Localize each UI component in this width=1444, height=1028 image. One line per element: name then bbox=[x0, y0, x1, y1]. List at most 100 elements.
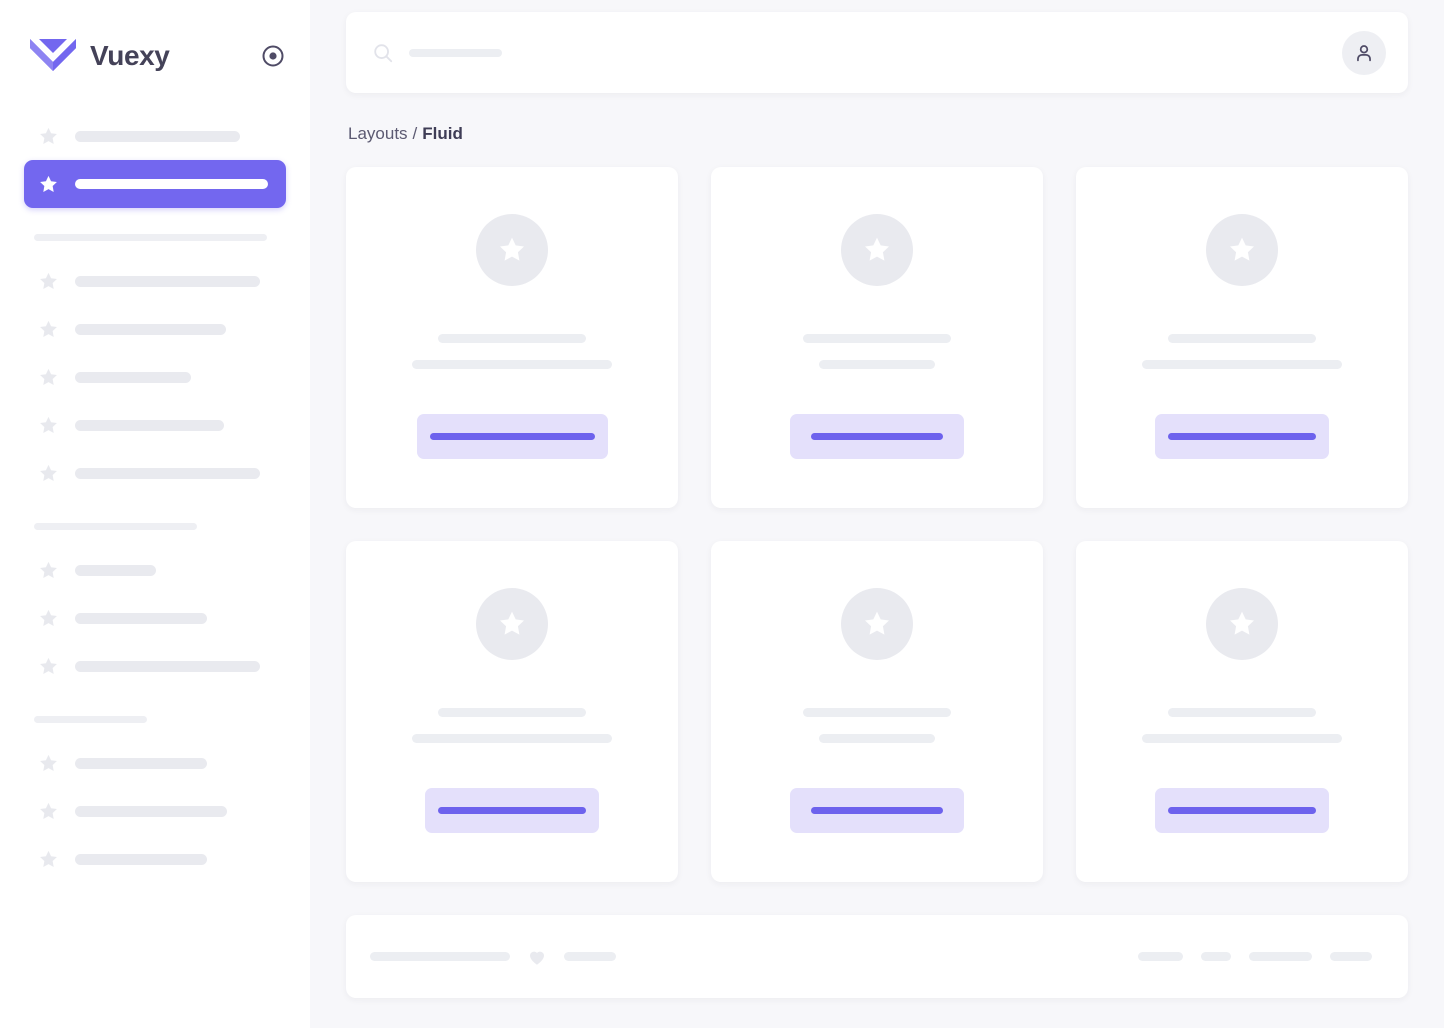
sidebar-item-label-skeleton bbox=[75, 564, 156, 576]
footer-link-skeleton[interactable] bbox=[1249, 952, 1312, 961]
card-action-button[interactable] bbox=[790, 414, 964, 459]
card-text-line-1 bbox=[438, 708, 586, 717]
card-action-label-skeleton bbox=[438, 807, 586, 814]
sidebar-item[interactable] bbox=[24, 257, 286, 305]
card-text-line-1 bbox=[438, 334, 586, 343]
circle-dot-icon bbox=[262, 45, 284, 67]
content-card bbox=[1076, 167, 1408, 508]
content-card bbox=[1076, 541, 1408, 882]
page-footer bbox=[346, 915, 1408, 998]
brand[interactable]: Vuexy bbox=[30, 37, 260, 75]
sidebar-section-label-skeleton bbox=[34, 523, 197, 530]
sidebar-item[interactable] bbox=[24, 787, 286, 835]
star-icon bbox=[500, 611, 524, 635]
breadcrumb-separator: / bbox=[412, 124, 418, 143]
star-icon bbox=[40, 175, 57, 192]
star-icon bbox=[40, 416, 57, 433]
sidebar-item-active[interactable] bbox=[24, 160, 286, 208]
sidebar-item-label-skeleton bbox=[75, 179, 268, 189]
card-text-skeletons bbox=[1076, 334, 1408, 369]
sidebar-item-label-skeleton bbox=[75, 130, 240, 142]
card-text-line-2 bbox=[1142, 360, 1342, 369]
card-action-button[interactable] bbox=[425, 788, 599, 833]
footer-link-skeleton[interactable] bbox=[1330, 952, 1372, 961]
sidebar-item[interactable] bbox=[24, 546, 286, 594]
card-text-line-1 bbox=[803, 334, 951, 343]
sidebar-section-label-skeleton bbox=[34, 716, 147, 723]
card-text-skeletons bbox=[711, 334, 1043, 369]
sidebar-item-label-skeleton bbox=[75, 371, 191, 383]
sidebar-item[interactable] bbox=[24, 449, 286, 497]
breadcrumb-parent[interactable]: Layouts bbox=[348, 124, 408, 143]
card-action-label-skeleton bbox=[1168, 433, 1316, 440]
star-icon bbox=[500, 237, 524, 261]
top-navbar bbox=[346, 12, 1408, 93]
card-action-button[interactable] bbox=[1155, 414, 1329, 459]
card-avatar bbox=[476, 214, 548, 286]
sidebar-item[interactable] bbox=[24, 739, 286, 787]
sidebar-item-label-skeleton bbox=[75, 757, 207, 769]
card-action-button[interactable] bbox=[416, 414, 608, 459]
card-text-line-2 bbox=[819, 734, 935, 743]
sidebar-item-label-skeleton bbox=[75, 853, 207, 865]
card-text-line-2 bbox=[412, 734, 612, 743]
star-icon bbox=[40, 802, 57, 819]
star-icon bbox=[40, 754, 57, 771]
footer-left-group bbox=[370, 947, 1138, 967]
card-text-skeletons bbox=[346, 708, 678, 743]
star-icon bbox=[40, 272, 57, 289]
sidebar-item[interactable] bbox=[24, 305, 286, 353]
sidebar-header: Vuexy bbox=[0, 0, 310, 112]
footer-link-skeleton[interactable] bbox=[1201, 952, 1231, 961]
search-input[interactable] bbox=[372, 42, 1342, 64]
search-placeholder-skeleton bbox=[409, 48, 502, 57]
card-action-button[interactable] bbox=[1155, 788, 1329, 833]
card-text-line-2 bbox=[819, 360, 935, 369]
card-text-line-2 bbox=[412, 360, 612, 369]
card-text-line-1 bbox=[803, 708, 951, 717]
sidebar-item-label-skeleton bbox=[75, 612, 207, 624]
card-action-button[interactable] bbox=[790, 788, 964, 833]
star-icon bbox=[40, 127, 57, 144]
vuexy-chevron-logo-icon bbox=[30, 39, 76, 71]
sidebar: Vuexy bbox=[0, 0, 310, 1028]
star-icon bbox=[40, 320, 57, 337]
sidebar-nav-group-2 bbox=[0, 546, 310, 690]
star-icon bbox=[1230, 611, 1254, 635]
sidebar-section-divider bbox=[0, 716, 310, 723]
sidebar-item-label-skeleton bbox=[75, 805, 227, 817]
card-action-label-skeleton bbox=[1168, 807, 1316, 814]
sidebar-nav-group-0 bbox=[0, 112, 310, 208]
footer-credit-skeleton bbox=[564, 952, 616, 961]
card-action-label-skeleton bbox=[811, 433, 943, 440]
card-text-line-1 bbox=[1168, 334, 1316, 343]
card-text-skeletons bbox=[711, 708, 1043, 743]
card-text-skeletons bbox=[1076, 708, 1408, 743]
sidebar-nav-group-3 bbox=[0, 739, 310, 883]
star-icon bbox=[1230, 237, 1254, 261]
sidebar-section-divider bbox=[0, 523, 310, 530]
sidebar-section-label-skeleton bbox=[34, 234, 267, 241]
card-text-line-1 bbox=[1168, 708, 1316, 717]
card-avatar bbox=[1206, 214, 1278, 286]
footer-links-group bbox=[1138, 952, 1372, 961]
footer-text-skeleton bbox=[370, 952, 510, 961]
sidebar-item[interactable] bbox=[24, 401, 286, 449]
sidebar-section-divider bbox=[0, 234, 310, 241]
card-avatar bbox=[841, 588, 913, 660]
collapse-sidebar-toggle[interactable] bbox=[260, 43, 286, 69]
sidebar-item[interactable] bbox=[24, 642, 286, 690]
sidebar-item[interactable] bbox=[24, 353, 286, 401]
footer-link-skeleton[interactable] bbox=[1138, 952, 1183, 961]
heart-icon bbox=[530, 951, 544, 965]
brand-name: Vuexy bbox=[90, 40, 170, 71]
card-avatar bbox=[841, 214, 913, 286]
user-avatar-button[interactable] bbox=[1342, 30, 1386, 75]
user-icon bbox=[1357, 44, 1371, 61]
star-icon bbox=[865, 237, 889, 261]
sidebar-item-label-skeleton bbox=[75, 660, 260, 672]
sidebar-item[interactable] bbox=[24, 835, 286, 883]
sidebar-item[interactable] bbox=[24, 112, 286, 160]
sidebar-item[interactable] bbox=[24, 594, 286, 642]
